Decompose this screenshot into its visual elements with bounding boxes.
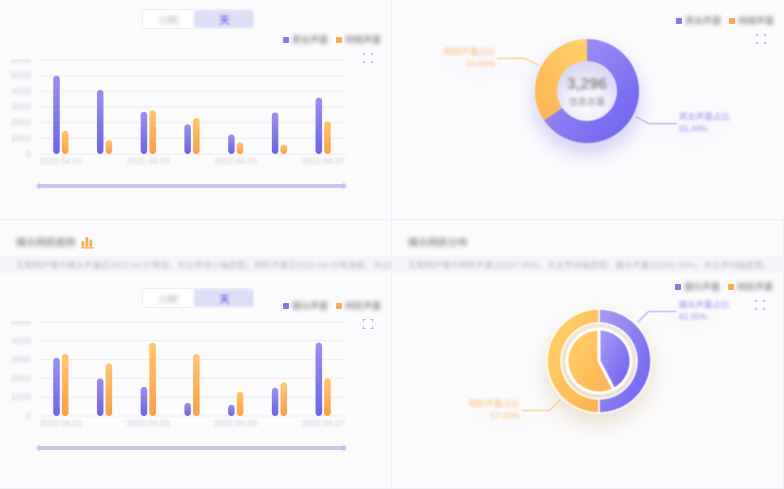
svg-text:网络声量占比: 网络声量占比 [444,46,495,56]
svg-text:2022.04.05: 2022.04.05 [214,418,257,428]
svg-text:65.44%: 65.44% [679,124,708,134]
svg-text:男女声量占比: 男女声量占比 [679,112,730,122]
svg-text:2022.04.03: 2022.04.03 [127,418,170,428]
svg-text:34.56%: 34.56% [466,58,495,68]
svg-text:网民声量占比: 网民声量占比 [468,398,519,408]
svg-text:2022.04.01: 2022.04.01 [40,418,83,428]
svg-text:1000: 1000 [11,392,31,402]
svg-text:42.35%: 42.35% [678,312,707,322]
svg-text:2022.04.03: 2022.04.03 [127,156,170,166]
svg-text:0: 0 [26,411,31,421]
svg-text:5000: 5000 [11,71,31,81]
svg-text:2022.04.07: 2022.04.07 [302,156,345,166]
svg-text:4000: 4000 [11,86,31,96]
svg-text:2022.04.05: 2022.04.05 [214,156,257,166]
svg-text:0: 0 [26,149,31,159]
svg-text:6000: 6000 [11,59,31,65]
svg-text:2022.04.01: 2022.04.01 [40,156,83,166]
svg-text:4000: 4000 [11,336,31,346]
svg-text:3,296: 3,296 [567,76,607,93]
svg-text:2000: 2000 [11,373,31,383]
svg-text:信息总量: 信息总量 [569,96,605,107]
svg-text:媒众声量占比: 媒众声量占比 [678,300,729,310]
svg-text:2022.04.07: 2022.04.07 [302,418,345,428]
svg-text:3000: 3000 [11,102,31,112]
svg-text:5000: 5000 [11,321,31,327]
svg-text:3000: 3000 [11,355,31,365]
svg-text:2000: 2000 [11,118,31,128]
svg-text:57.65%: 57.65% [491,410,520,420]
svg-text:1000: 1000 [11,133,31,143]
